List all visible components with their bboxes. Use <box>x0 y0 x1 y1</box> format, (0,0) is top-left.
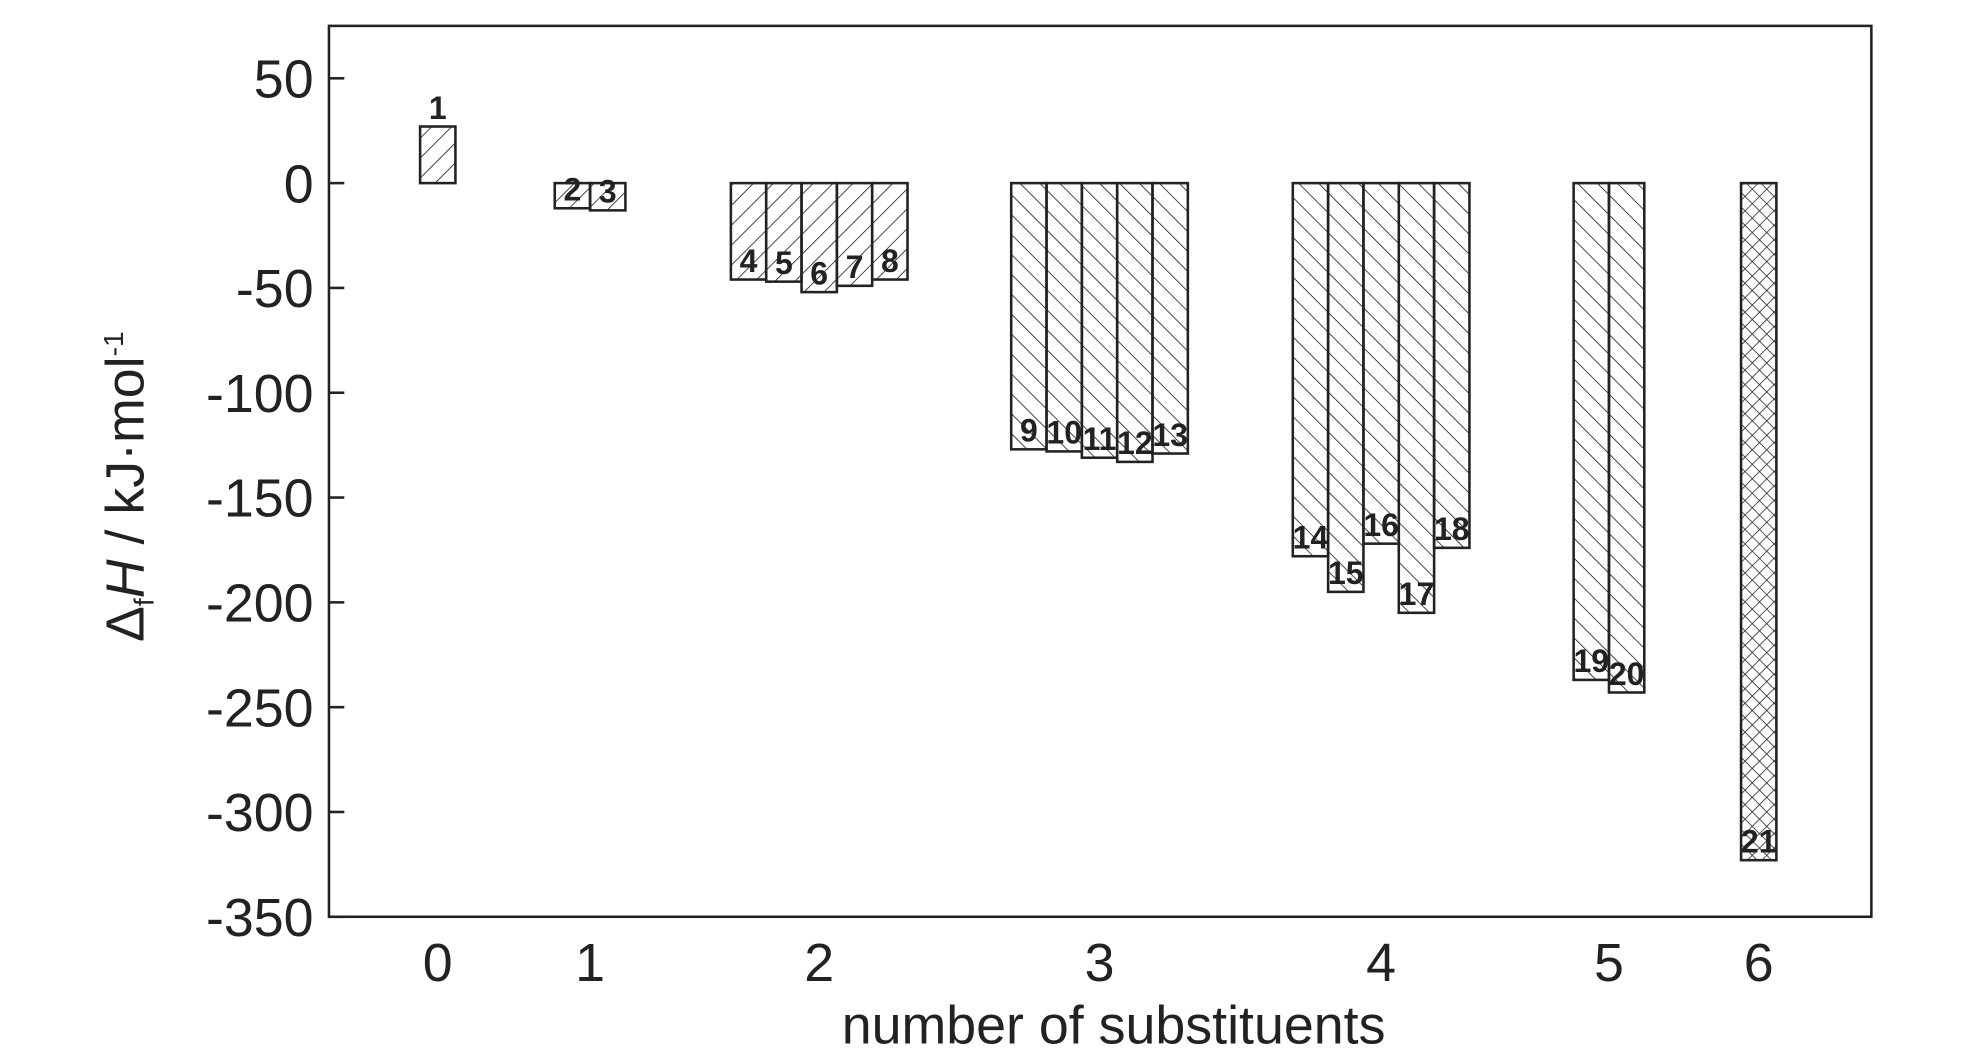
x-tick-label: 6 <box>1744 933 1774 993</box>
bar-label: 17 <box>1399 576 1435 612</box>
bar-label: 8 <box>881 243 899 279</box>
bar <box>1115 181 1154 464</box>
bar <box>1432 181 1471 550</box>
y-tick-label: -50 <box>236 259 314 319</box>
bar <box>588 181 627 212</box>
bar-label: 2 <box>564 172 582 208</box>
y-label-var: H <box>95 559 155 598</box>
bar-label: 15 <box>1328 555 1364 591</box>
bar <box>1397 181 1436 615</box>
y-tick-label: -350 <box>206 888 314 948</box>
bar <box>729 181 768 281</box>
bar <box>1045 181 1084 453</box>
y-label-unit: / kJ·mol <box>95 356 155 559</box>
bar-label: 20 <box>1609 656 1645 692</box>
bar-label: 16 <box>1363 507 1399 543</box>
bar <box>418 125 457 185</box>
bar <box>1326 181 1365 594</box>
y-tick-label: 50 <box>254 50 314 110</box>
y-tick-label: 0 <box>284 154 314 214</box>
bar <box>870 181 909 281</box>
bar-label: 19 <box>1573 643 1609 679</box>
bar-label: 12 <box>1117 425 1153 461</box>
x-tick-label: 3 <box>1085 933 1115 993</box>
bar-label: 21 <box>1741 824 1777 860</box>
bar <box>1607 181 1646 694</box>
bar <box>1151 181 1190 455</box>
bar-label: 5 <box>775 245 793 281</box>
bar <box>764 181 803 283</box>
y-tick-label: -100 <box>206 364 314 424</box>
x-tick-label: 5 <box>1594 933 1624 993</box>
y-tick-label: -300 <box>206 783 314 843</box>
bar-label: 6 <box>810 255 828 291</box>
bar-label: 14 <box>1293 520 1329 556</box>
bar <box>1362 181 1401 545</box>
bar-label: 1 <box>429 90 447 126</box>
x-tick-label: 1 <box>575 933 605 993</box>
y-tick-label: -250 <box>206 678 314 738</box>
bar <box>1572 181 1611 682</box>
bar-label: 18 <box>1434 511 1470 547</box>
bar-label: 3 <box>599 174 617 210</box>
x-axis-label: number of substituents <box>842 995 1386 1055</box>
bar <box>1080 181 1119 459</box>
bar-label: 7 <box>846 249 864 285</box>
bar <box>1739 181 1778 862</box>
y-tick-label: -150 <box>206 469 314 529</box>
x-tick-label: 0 <box>423 933 453 993</box>
y-axis-label: ΔfH / kJ·mol-1 <box>95 331 159 642</box>
plot-frame <box>327 24 1873 919</box>
y-label-sup: -1 <box>98 331 129 356</box>
bar-label: 4 <box>740 243 758 279</box>
x-tick-label: 2 <box>804 933 834 993</box>
bar-label: 11 <box>1083 421 1117 457</box>
bar <box>1009 181 1048 451</box>
bar-label: 9 <box>1020 413 1038 449</box>
y-tick-label: -200 <box>206 574 314 634</box>
bar-label: 13 <box>1152 417 1188 453</box>
y-label-symbol: Δ <box>95 606 155 642</box>
y-label-sub: f <box>129 598 160 606</box>
x-tick-label: 4 <box>1366 933 1396 993</box>
bar <box>800 181 839 294</box>
bar-label: 10 <box>1046 415 1082 451</box>
bar <box>1291 181 1330 558</box>
